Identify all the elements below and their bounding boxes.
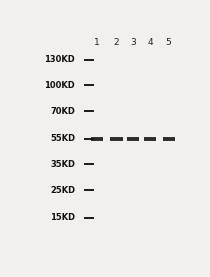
- Text: 35KD: 35KD: [50, 160, 75, 169]
- Text: 25KD: 25KD: [50, 186, 75, 194]
- Text: 100KD: 100KD: [44, 81, 75, 90]
- Text: 70KD: 70KD: [50, 107, 75, 116]
- Text: 1: 1: [94, 38, 100, 47]
- Text: 5: 5: [166, 38, 172, 47]
- Text: 55KD: 55KD: [50, 134, 75, 143]
- Text: 15KD: 15KD: [50, 213, 75, 222]
- Text: 2: 2: [114, 38, 119, 47]
- Text: 4: 4: [147, 38, 153, 47]
- Text: 3: 3: [130, 38, 136, 47]
- Text: 130KD: 130KD: [44, 55, 75, 64]
